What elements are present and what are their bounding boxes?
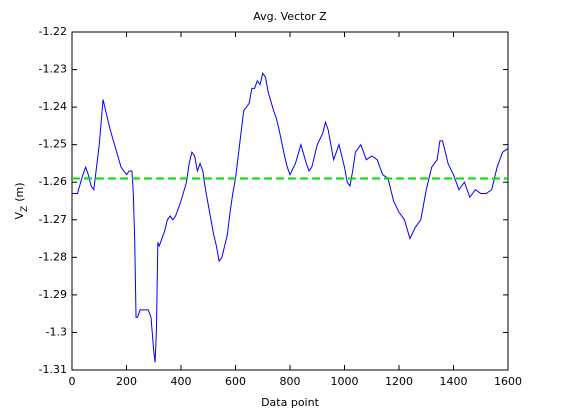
- x-axis-label: Data point: [261, 396, 320, 409]
- x-tick-label: 0: [69, 375, 76, 388]
- x-tick-label: 1200: [385, 375, 413, 388]
- chart-title: Avg. Vector Z: [253, 10, 327, 23]
- y-tick-label: -1.24: [39, 100, 67, 113]
- y-label-main: V: [13, 212, 26, 220]
- x-tick-label: 1400: [440, 375, 468, 388]
- y-tick-label: -1.29: [39, 288, 67, 301]
- y-label-unit: (m): [13, 182, 26, 201]
- y-tick-label: -1.23: [39, 63, 67, 76]
- y-tick-label: -1.22: [39, 25, 67, 38]
- y-tick-label: -1.28: [39, 250, 67, 263]
- y-tick-label: -1.27: [39, 213, 67, 226]
- x-tick-label: 600: [225, 375, 246, 388]
- x-tick-label: 200: [116, 375, 137, 388]
- y-tick-label: -1.26: [39, 175, 67, 188]
- y-tick-label: -1.3: [46, 325, 67, 338]
- data-line: [72, 72, 509, 363]
- y-tick-label: -1.25: [39, 138, 67, 151]
- x-tick-label: 1600: [494, 375, 522, 388]
- y-label-sub: Z: [20, 206, 30, 212]
- x-tick-label: 400: [171, 375, 192, 388]
- x-tick-label: 800: [280, 375, 301, 388]
- y-tick-label: -1.31: [39, 363, 67, 376]
- x-tick-label: 1000: [331, 375, 359, 388]
- y-axis-label: VZ (m): [13, 182, 30, 219]
